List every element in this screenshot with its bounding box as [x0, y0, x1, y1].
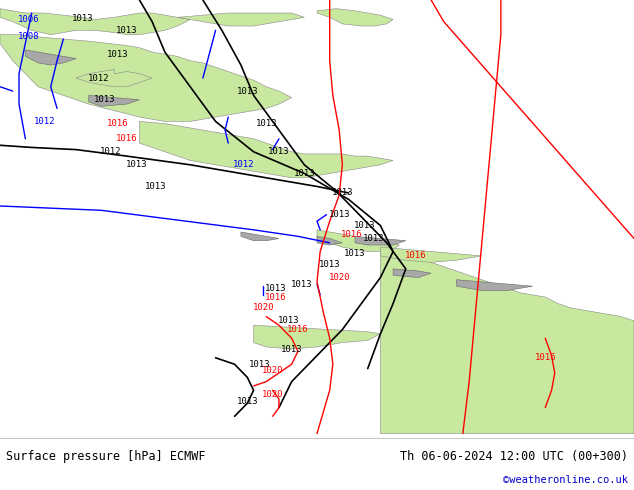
Text: 1020: 1020	[252, 303, 274, 313]
Text: 1013: 1013	[94, 95, 115, 104]
Polygon shape	[139, 122, 393, 178]
Text: 1012: 1012	[100, 147, 122, 156]
Polygon shape	[0, 35, 292, 122]
Text: 1013: 1013	[363, 234, 385, 243]
Polygon shape	[380, 247, 482, 262]
Text: 1020: 1020	[328, 273, 350, 282]
Text: 1013: 1013	[126, 160, 147, 169]
Text: 1016: 1016	[265, 293, 287, 301]
Text: 1016: 1016	[107, 119, 128, 128]
Text: 1013: 1013	[344, 249, 366, 258]
Text: 1013: 1013	[116, 26, 138, 35]
Polygon shape	[241, 232, 279, 241]
Text: 1020: 1020	[262, 366, 283, 375]
Text: 1013: 1013	[328, 210, 350, 219]
Text: 1012: 1012	[233, 160, 255, 169]
Text: 1012: 1012	[34, 117, 55, 126]
Polygon shape	[355, 236, 406, 245]
Text: 1013: 1013	[249, 360, 271, 369]
Polygon shape	[89, 96, 139, 106]
Polygon shape	[254, 325, 380, 349]
Polygon shape	[380, 251, 634, 434]
Polygon shape	[317, 9, 393, 26]
Polygon shape	[456, 280, 533, 291]
Text: 1013: 1013	[265, 284, 287, 293]
Text: 1013: 1013	[354, 221, 375, 230]
Text: 1013: 1013	[236, 87, 258, 96]
Text: 1013: 1013	[290, 279, 312, 289]
Text: 1020: 1020	[262, 390, 283, 399]
Text: 1016: 1016	[287, 325, 309, 334]
Text: 1016: 1016	[341, 230, 363, 239]
Text: 1013: 1013	[107, 49, 128, 59]
Text: 1013: 1013	[332, 189, 353, 197]
Text: 1013: 1013	[145, 182, 166, 191]
Polygon shape	[393, 269, 431, 277]
Text: 1016: 1016	[404, 251, 426, 260]
Text: 1012: 1012	[87, 74, 109, 82]
Text: 1013: 1013	[256, 119, 277, 128]
Text: ©weatheronline.co.uk: ©weatheronline.co.uk	[503, 475, 628, 485]
Text: 1013: 1013	[268, 147, 290, 156]
Text: 1008: 1008	[18, 32, 39, 41]
Text: 1013: 1013	[294, 169, 315, 178]
Text: Surface pressure [hPa] ECMWF: Surface pressure [hPa] ECMWF	[6, 450, 206, 463]
Polygon shape	[178, 13, 304, 26]
Polygon shape	[0, 9, 190, 35]
Text: 1006: 1006	[18, 15, 39, 24]
Polygon shape	[25, 50, 76, 65]
Polygon shape	[317, 236, 342, 245]
Polygon shape	[76, 70, 152, 87]
Text: 1013: 1013	[236, 396, 258, 406]
Text: 1013: 1013	[319, 260, 340, 269]
Text: 1013: 1013	[278, 317, 299, 325]
Polygon shape	[317, 230, 399, 251]
Text: Th 06-06-2024 12:00 UTC (00+300): Th 06-06-2024 12:00 UTC (00+300)	[399, 450, 628, 463]
Text: 1016: 1016	[116, 134, 138, 143]
Text: 1013: 1013	[281, 344, 302, 354]
Text: 1016: 1016	[534, 353, 556, 362]
Text: 1013: 1013	[72, 14, 93, 23]
